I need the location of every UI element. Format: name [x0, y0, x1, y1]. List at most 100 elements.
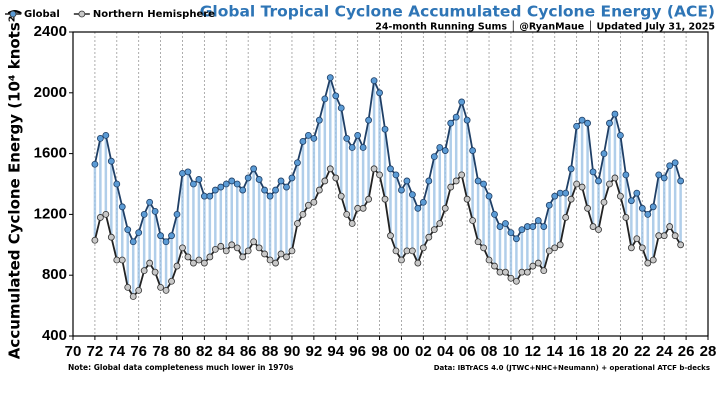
data-point: [315, 116, 323, 124]
x-tick-label: 86: [240, 343, 257, 360]
x-tick-label: 02: [415, 343, 432, 360]
data-point: [392, 171, 400, 179]
data-point: [502, 220, 509, 227]
data-point: [485, 192, 493, 200]
data-point: [638, 204, 646, 212]
data-point: [595, 226, 602, 234]
data-point: [534, 217, 542, 224]
data-point: [326, 74, 334, 81]
data-point: [463, 116, 471, 124]
data-point: [195, 256, 203, 264]
data-point: [551, 244, 559, 252]
data-point: [430, 153, 438, 161]
data-point: [441, 147, 449, 154]
data-point: [474, 238, 482, 246]
data-point: [299, 210, 307, 218]
data-point: [649, 203, 657, 211]
x-tick-label: 16: [568, 343, 585, 360]
data-point: [190, 259, 197, 267]
data-point: [343, 134, 351, 142]
data-point: [228, 241, 236, 249]
data-point: [337, 192, 345, 200]
x-tick-label: 06: [459, 343, 476, 360]
data-point: [102, 131, 110, 139]
data-point: [365, 116, 373, 124]
chart-subtitle: 24-month Running Sums │ @RyanMaue │ Upda…: [375, 21, 715, 33]
data-point: [315, 186, 323, 194]
data-point: [671, 159, 679, 167]
data-point: [458, 171, 466, 179]
x-tick-label: 92: [306, 343, 323, 360]
data-point: [332, 92, 340, 100]
data-point: [168, 232, 175, 240]
data-point: [496, 223, 504, 230]
data-point: [195, 176, 203, 183]
x-tick-label: 18: [590, 343, 607, 360]
y-tick-label: 1200: [34, 205, 67, 222]
data-point: [617, 131, 624, 139]
x-tick-label: 94: [327, 343, 344, 360]
legend-label: Global: [24, 9, 60, 20]
data-point: [217, 183, 225, 191]
data-point: [414, 204, 422, 212]
note: Note: Global data completeness much lowe…: [68, 363, 294, 372]
y-tick-label: 400: [42, 327, 67, 344]
data-point: [617, 192, 624, 200]
data-point: [381, 195, 389, 203]
data-point: [425, 233, 433, 241]
y-axis-label: Accumulated Cyclone Energy (10⁴ knots²): [6, 9, 24, 359]
data-point: [272, 259, 279, 267]
data-point: [272, 186, 279, 194]
data-point: [633, 235, 641, 243]
x-tick-label: 28: [700, 343, 717, 360]
data-point: [277, 250, 285, 258]
data-point: [414, 259, 422, 267]
data-point: [321, 95, 329, 103]
data-point: [102, 210, 110, 218]
data-point: [124, 226, 132, 234]
data-point: [403, 177, 411, 185]
data-point: [261, 250, 268, 258]
data-point: [556, 241, 564, 249]
data-point: [173, 210, 181, 218]
data-point: [206, 253, 214, 261]
x-tick-label: 84: [218, 343, 235, 360]
data-point: [606, 180, 613, 188]
data-point: [507, 229, 515, 237]
legend-item: Northern Hemisphere: [73, 9, 215, 20]
data-point: [480, 244, 487, 252]
data-point: [184, 168, 192, 176]
data-point: [337, 104, 345, 112]
data-point: [452, 113, 460, 121]
data-point: [266, 192, 274, 200]
x-tick-label: 74: [108, 343, 125, 360]
data-point: [655, 171, 663, 179]
data-point: [387, 232, 394, 240]
data-point: [304, 201, 312, 209]
data-point: [250, 238, 258, 246]
data-point: [244, 174, 252, 182]
data-point: [419, 198, 427, 206]
data-point: [622, 171, 630, 179]
legend-label: Northern Hemisphere: [93, 9, 215, 20]
data-point: [211, 245, 219, 253]
x-tick-label: 96: [349, 343, 366, 360]
x-tick-label: 10: [503, 343, 520, 360]
data-point: [151, 268, 159, 276]
data-point: [573, 180, 581, 188]
x-tick-label: 72: [87, 343, 104, 360]
data-point: [304, 131, 312, 139]
data-point: [534, 259, 542, 267]
x-tick-label: 14: [546, 343, 563, 360]
data-point: [162, 238, 170, 246]
x-tick-label: 80: [174, 343, 191, 360]
data-point: [107, 233, 115, 241]
x-tick-label: 20: [612, 343, 629, 360]
data-point: [507, 274, 515, 282]
data-point: [584, 119, 591, 127]
data-point: [387, 165, 394, 173]
y-tick-label: 1600: [34, 145, 67, 162]
x-tick-label: 98: [371, 343, 388, 360]
data-point: [540, 267, 548, 275]
data-point: [518, 226, 526, 234]
